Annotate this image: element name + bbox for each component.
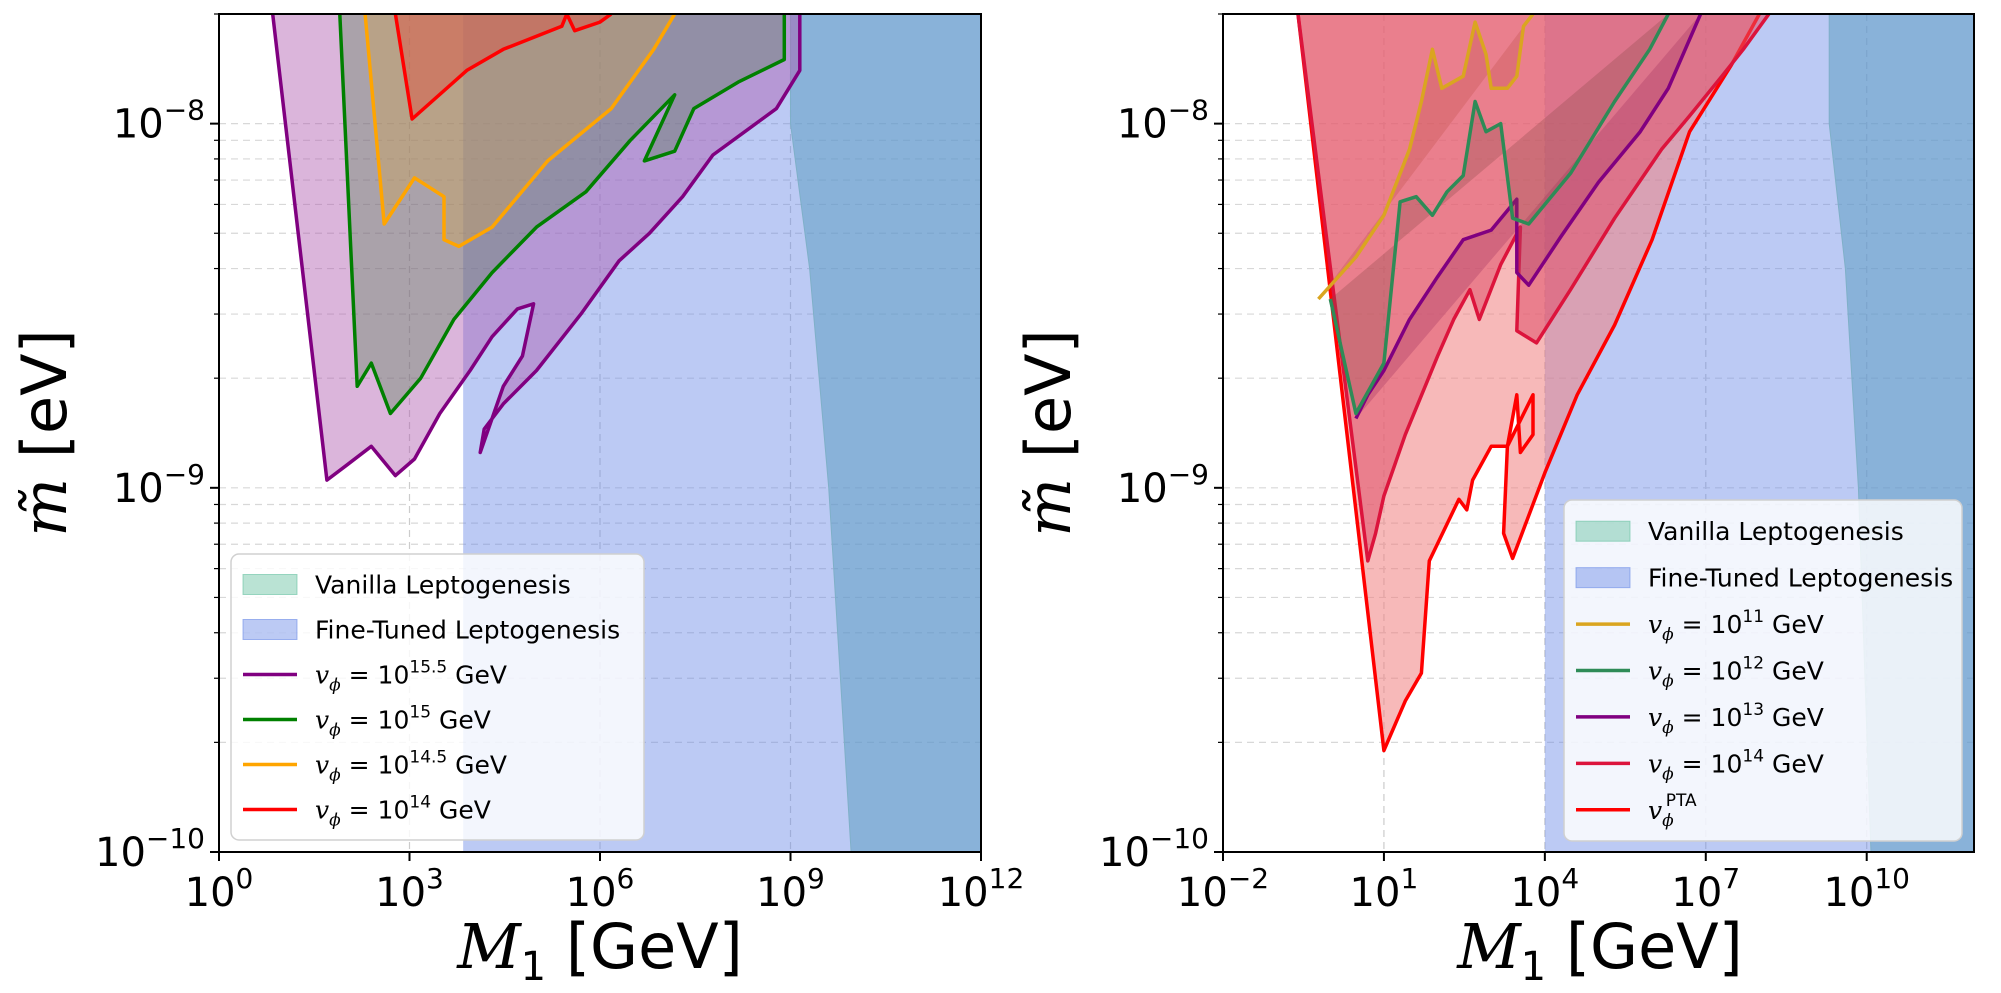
right-x-axis-title: M1 [GeV] (1456, 910, 1743, 990)
legend-label: vϕ = 1012 GeV (1648, 654, 1824, 692)
right-x-tick-labels: 10−2 101 104 107 1010 (1177, 862, 1910, 916)
legend-box (230, 553, 645, 841)
legend-entry: Vanilla Leptogenesis (1575, 517, 1904, 546)
legend-entry: Fine-Tuned Leptogenesis (1575, 564, 1953, 593)
right-legend: Vanilla Leptogenesis Fine-Tuned Leptogene… (1563, 499, 1963, 842)
series-fill (272, 14, 800, 481)
right-y-axis-title: m̃ [eV] (1012, 329, 1085, 536)
legend-label: Vanilla Leptogenesis (315, 571, 571, 600)
legend-label: vϕPTA (1648, 791, 1697, 831)
series-line (270, 14, 802, 482)
series-line (1354, 14, 1703, 420)
series-line (1317, 14, 1535, 301)
series-line (1328, 14, 1670, 416)
left-y-tick-labels: 10−10 10−9 10−8 (95, 94, 205, 876)
legend-entry: vϕ = 1015.5 GeV (243, 658, 507, 696)
right-ticks (1214, 13, 1868, 861)
left-panel: 100 103 106 109 1012 10−1010−910−8 M1 [GeV] … (8, 13, 1025, 990)
x-tick-label: 106 (566, 862, 635, 916)
x-tick-label: 103 (375, 862, 444, 916)
series-line (393, 14, 613, 121)
left-x-axis-title: M1 [GeV] (456, 910, 743, 990)
left-ticks (210, 13, 982, 861)
y-tick-label: 10−8 (113, 94, 205, 148)
legend-label: vϕ = 1014 GeV (1648, 746, 1824, 784)
x-tick-label: 1012 (938, 862, 1025, 916)
legend-label: Fine-Tuned Leptogenesis (315, 616, 620, 645)
legend-entry: vϕ = 1011 GeV (1576, 607, 1824, 645)
legend-label: vϕ = 1013 GeV (1648, 700, 1824, 738)
y-tick-label: 10−9 (1117, 458, 1209, 512)
band-excluded-region (790, 14, 981, 852)
y-tick-label: 10−9 (113, 458, 205, 512)
legend-patch (1575, 567, 1631, 589)
right-axes-frame (1222, 13, 1975, 853)
series-fill (1330, 14, 1669, 414)
y-tick-label: 10−8 (1117, 94, 1209, 148)
series-fill (365, 14, 675, 247)
left-series (270, 14, 802, 482)
legend-entry: vϕ = 1014 GeV (243, 793, 491, 831)
series-fill (395, 14, 612, 119)
x-tick-label: 100 (185, 862, 254, 916)
legend-label: Vanilla Leptogenesis (1648, 517, 1904, 546)
right-series (1296, 14, 1771, 753)
y-tick-label: 10−10 (1099, 822, 1209, 876)
legend-patch (1575, 520, 1631, 542)
legend-entry: vϕ = 1014 GeV (1576, 746, 1824, 784)
legend-entry: Fine-Tuned Leptogenesis (242, 616, 620, 645)
legend-patch (242, 619, 298, 640)
x-tick-label: 10−2 (1177, 862, 1269, 916)
legend-entry: vϕ = 1012 GeV (1576, 654, 1824, 692)
series-line (1296, 14, 1771, 563)
left-y-axis-title: m̃ [eV] (8, 329, 81, 536)
x-tick-label: 109 (756, 862, 825, 916)
legend-label: vϕ = 1011 GeV (1648, 607, 1824, 645)
left-x-tick-labels: 100 103 106 109 1012 (185, 862, 1025, 916)
right-y-tick-labels: 10−10 10−9 10−8 (1099, 94, 1209, 876)
series-fill (1298, 14, 1769, 561)
x-tick-label: 101 (1350, 862, 1419, 916)
legend-label: vϕ = 1014.5 GeV (315, 748, 507, 786)
left-legend: Vanilla Leptogenesis Fine-Tuned Leptogene… (230, 553, 645, 841)
legend-entry: vϕ = 1014.5 GeV (243, 748, 507, 786)
legend-label: Fine-Tuned Leptogenesis (1648, 564, 1953, 593)
legend-patch (242, 574, 298, 595)
x-tick-label: 104 (1510, 862, 1579, 916)
legend-label: vϕ = 1014 GeV (315, 793, 491, 831)
series-fill (339, 14, 785, 414)
series-line (338, 14, 787, 416)
x-tick-label: 1010 (1823, 862, 1910, 916)
right-panel: 10−2 101 104 107 1010 10−10 10−9 10−8 M1 [GeV]… (1012, 13, 1975, 990)
legend-entry: Vanilla Leptogenesis (242, 571, 571, 600)
y-tick-label: 10−10 (95, 822, 205, 876)
x-tick-label: 107 (1671, 862, 1740, 916)
series-fill (1355, 14, 1701, 419)
legend-box (1563, 499, 1963, 842)
series-line (363, 14, 677, 249)
legend-entry: vϕPTA (1576, 791, 1697, 831)
legend-label: vϕ = 1015.5 GeV (315, 658, 507, 696)
series-fill (1318, 14, 1533, 299)
legend-label: vϕ = 1015 GeV (315, 703, 491, 741)
legend-entry: vϕ = 1015 GeV (243, 703, 491, 741)
series-line (1296, 14, 1761, 753)
legend-entry: vϕ = 1013 GeV (1576, 700, 1824, 738)
